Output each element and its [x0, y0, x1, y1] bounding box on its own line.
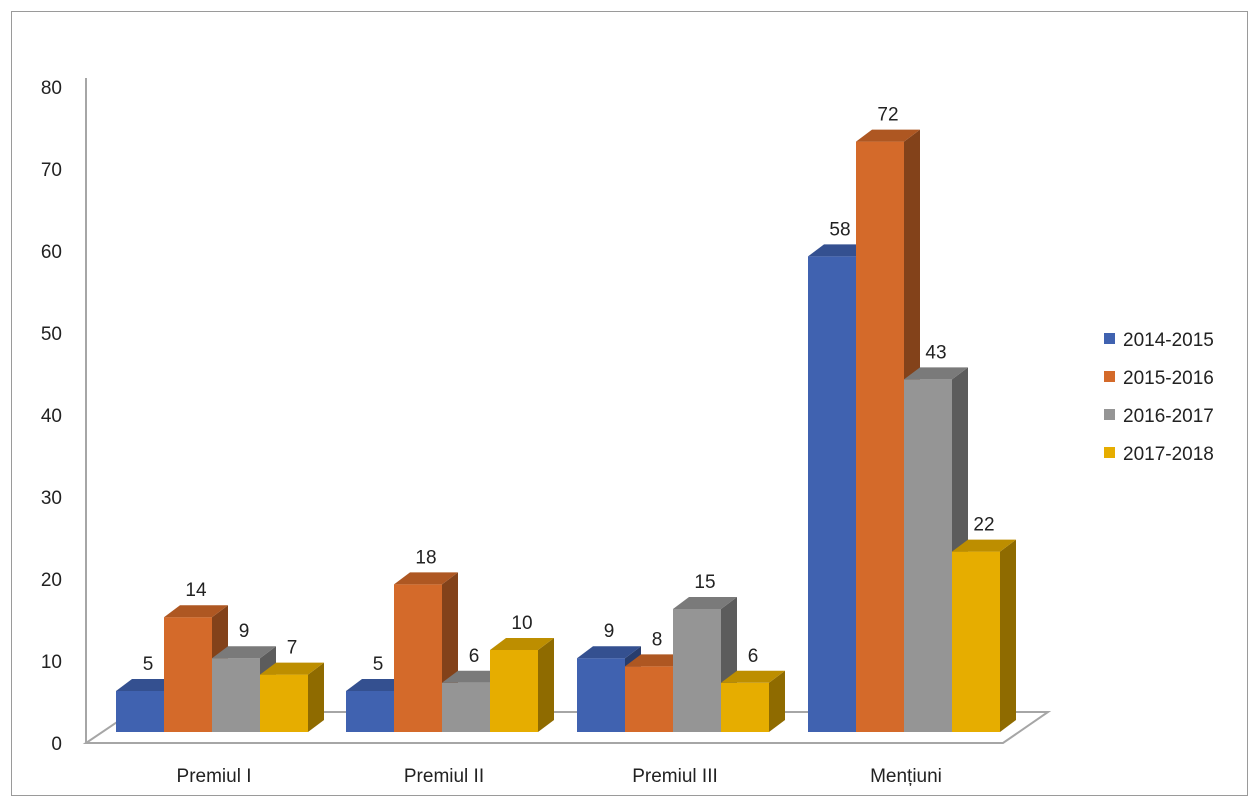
y-tick-label: 20 — [41, 570, 62, 591]
y-tick-label: 40 — [41, 406, 62, 427]
y-tick-label: 70 — [41, 160, 62, 181]
data-label: 14 — [185, 580, 207, 601]
bar-top — [856, 129, 920, 142]
bar-front — [577, 658, 625, 732]
data-label: 9 — [239, 621, 250, 642]
y-tick-label: 50 — [41, 324, 62, 345]
bar — [490, 638, 554, 732]
y-tick-label: 30 — [41, 488, 62, 509]
bar-front — [904, 379, 952, 732]
legend-swatch — [1104, 333, 1115, 344]
bar-front — [346, 691, 394, 732]
bar-front — [116, 691, 164, 732]
bar-top — [394, 572, 458, 585]
data-label: 58 — [829, 219, 850, 240]
bar-top — [212, 646, 276, 659]
legend-item: 2016-2017 — [1104, 406, 1214, 427]
legend-item: 2014-2015 — [1104, 330, 1214, 351]
data-label: 15 — [694, 572, 715, 593]
bar-top — [577, 646, 641, 659]
data-label: 22 — [973, 515, 994, 536]
legend[interactable]: 2014-2015 2015-2016 2016-2017 2017-2018 — [1104, 330, 1214, 465]
bar-top — [164, 605, 228, 618]
bar-top — [952, 539, 1016, 552]
legend-swatch — [1104, 447, 1115, 458]
bar-front — [808, 256, 856, 732]
x-tick-label: Premiul II — [404, 766, 484, 787]
legend-swatch — [1104, 409, 1115, 420]
data-label: 6 — [748, 646, 759, 667]
y-axis: 0 10 20 30 40 50 60 70 80 — [41, 78, 87, 755]
bar-front — [625, 666, 673, 732]
y-tick-label: 60 — [41, 242, 62, 263]
legend-item: 2015-2016 — [1104, 368, 1214, 389]
bar-front — [442, 682, 490, 732]
bar — [721, 670, 785, 732]
bars — [116, 129, 1016, 733]
bar-front — [721, 682, 769, 732]
bar-top — [260, 662, 324, 675]
bar-front — [260, 674, 308, 732]
bar-top — [904, 367, 968, 380]
bar-top — [490, 638, 554, 650]
legend-label: 2015-2016 — [1123, 368, 1214, 389]
data-label: 9 — [604, 621, 615, 642]
bar-side — [308, 662, 324, 732]
data-label: 43 — [925, 342, 946, 363]
bar-front — [952, 551, 1000, 732]
legend-label: 2016-2017 — [1123, 406, 1214, 427]
bar-front — [394, 584, 442, 732]
data-label: 10 — [511, 613, 532, 634]
bar — [260, 662, 324, 732]
bar-side — [1000, 539, 1016, 732]
x-axis-categories: Premiul I Premiul II Premiul III Mențiuni — [177, 766, 942, 787]
x-tick-label: Mențiuni — [870, 766, 942, 787]
legend-label: 2014-2015 — [1123, 330, 1214, 351]
bar-side — [538, 638, 554, 732]
y-tick-label: 80 — [41, 78, 62, 99]
data-label: 5 — [143, 654, 154, 675]
bar-side — [769, 670, 785, 732]
bar-front — [164, 617, 212, 732]
data-label: 8 — [652, 629, 663, 650]
data-label: 72 — [877, 105, 898, 126]
y-tick-label: 0 — [51, 734, 62, 755]
data-label: 18 — [415, 547, 436, 568]
x-tick-label: Premiul I — [177, 766, 252, 787]
bar-front — [856, 141, 904, 733]
data-label: 6 — [469, 646, 480, 667]
bar-front — [212, 658, 260, 732]
bar-top — [673, 597, 737, 609]
data-labels: 5 14 9 7 5 18 6 10 9 8 15 6 58 72 43 22 — [143, 105, 995, 675]
legend-item: 2017-2018 — [1104, 444, 1214, 465]
bar-top — [721, 670, 785, 683]
data-label: 5 — [373, 654, 384, 675]
bar-front — [490, 650, 538, 732]
bar — [952, 539, 1016, 732]
legend-swatch — [1104, 371, 1115, 382]
data-label: 7 — [287, 638, 298, 659]
y-tick-label: 10 — [41, 652, 62, 673]
legend-label: 2017-2018 — [1123, 444, 1214, 465]
x-tick-label: Premiul III — [632, 766, 718, 787]
bar-front — [673, 609, 721, 732]
